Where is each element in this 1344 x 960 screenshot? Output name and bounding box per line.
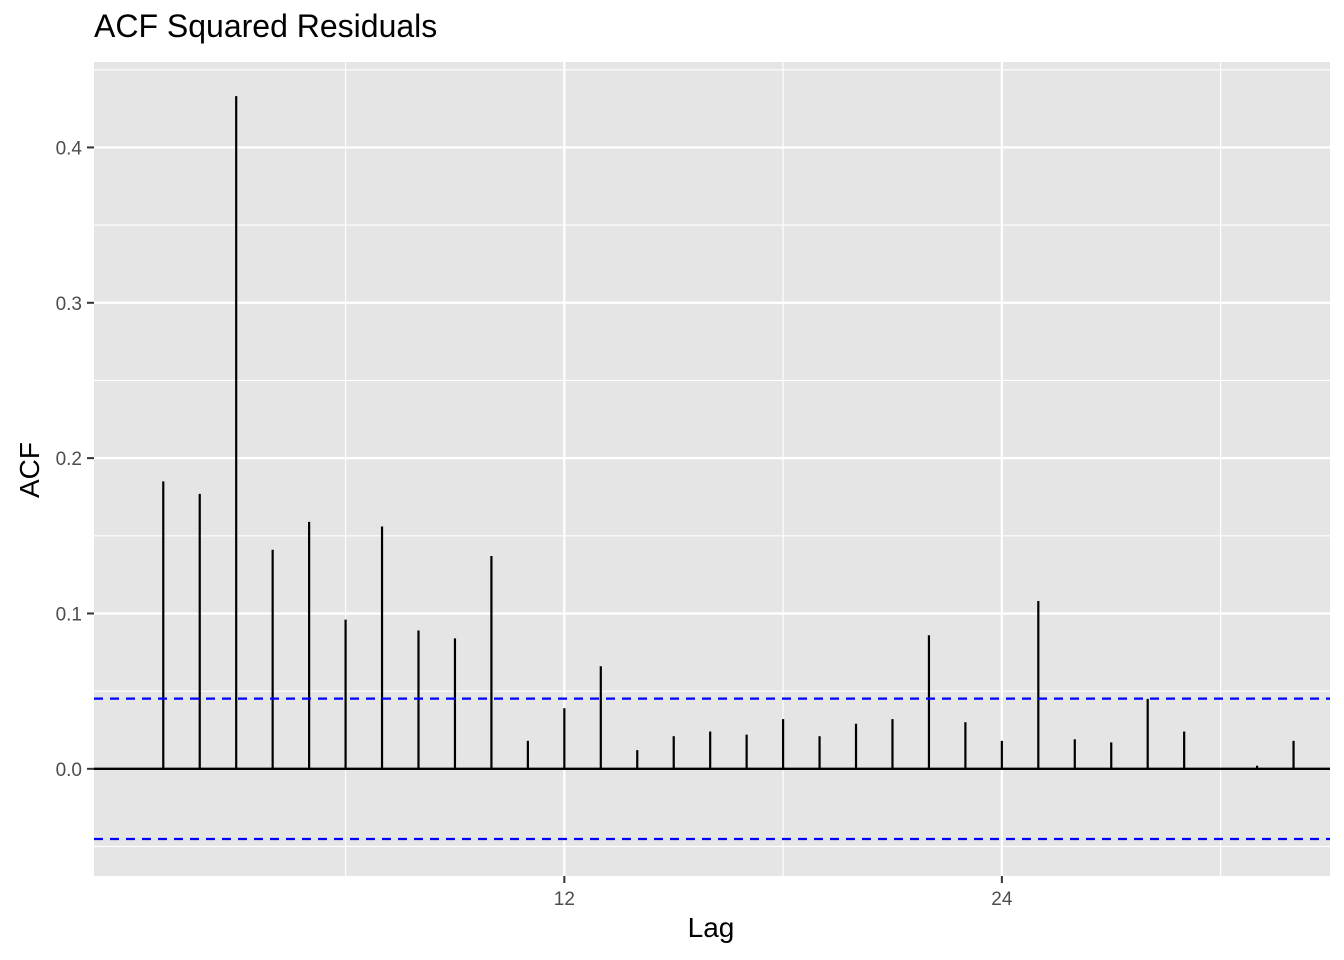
y-tick-label: 0.4 bbox=[56, 138, 83, 159]
y-axis-label: ACF bbox=[14, 442, 45, 498]
y-tick-label: 0.3 bbox=[56, 294, 82, 315]
x-tick-label: 24 bbox=[991, 889, 1013, 910]
y-tick-label: 0.2 bbox=[56, 449, 82, 470]
x-axis-label: Lag bbox=[687, 912, 735, 943]
y-tick-label: 0.0 bbox=[56, 760, 82, 781]
chart-title: ACF Squared Residuals bbox=[94, 8, 438, 44]
y-tick-label: 0.1 bbox=[56, 604, 82, 625]
plot-panel bbox=[94, 62, 1330, 876]
confidence-bounds bbox=[94, 697, 1330, 841]
axes: 0.0 0.1 0.2 0.3 0.4 12 24 bbox=[56, 138, 1013, 910]
x-tick-label: 12 bbox=[554, 889, 575, 910]
acf-bars bbox=[94, 96, 1330, 771]
